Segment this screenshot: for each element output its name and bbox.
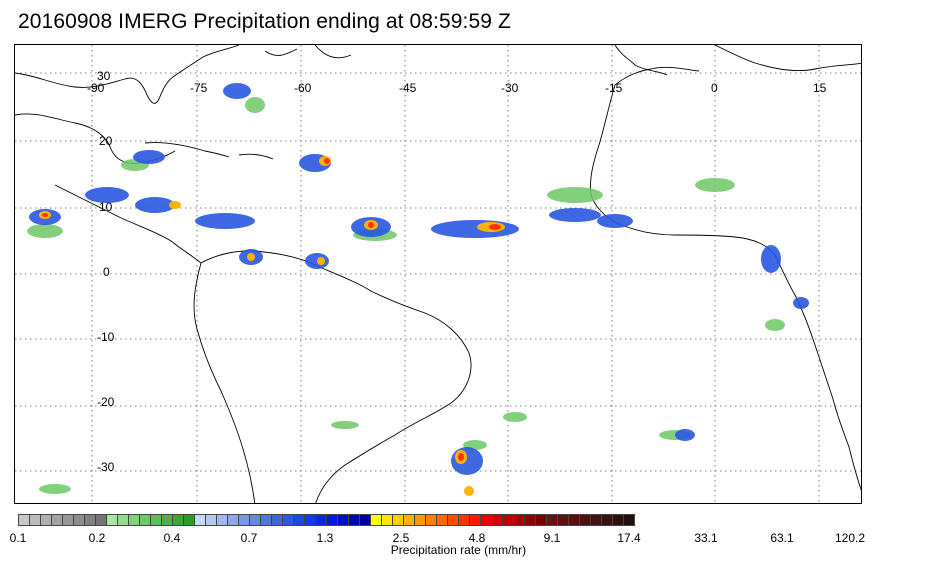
colorbar: [18, 514, 635, 526]
map-title: 20160908 IMERG Precipitation ending at 0…: [18, 10, 511, 33]
lon-label: 15: [813, 81, 827, 95]
colorbar-tick-label: 120.2: [834, 531, 866, 545]
colorbar-tick-label: 4.8: [468, 531, 486, 545]
precipitation-map: -90 -75 -60 -45 -30 -15 0 15 30 20 10 0 …: [14, 44, 862, 504]
lon-label: 0: [711, 81, 718, 95]
colorbar-tick-label: 9.1: [543, 531, 561, 545]
colorbar-tick-label: 2.5: [392, 531, 410, 545]
colorbar-swatch: [623, 514, 635, 526]
lon-label: -45: [399, 81, 417, 95]
coastlines: [15, 45, 861, 503]
lat-label: 20: [99, 134, 113, 148]
graticule: [15, 45, 861, 503]
colorbar-tick-label: 33.1: [694, 531, 718, 545]
colorbar-tick-label: 0.1: [9, 531, 27, 545]
map-canvas: [15, 45, 861, 503]
lat-label: -20: [97, 395, 115, 409]
colorbar-tick-label: 0.4: [163, 531, 181, 545]
lat-label: -10: [97, 330, 115, 344]
lat-label: 0: [103, 265, 110, 279]
lon-label: -75: [190, 81, 208, 95]
lon-label: -60: [294, 81, 312, 95]
precipitation-field: [27, 83, 809, 496]
lon-label: -15: [605, 81, 623, 95]
colorbar-title: Precipitation rate (mm/hr): [390, 543, 527, 557]
lat-label: 30: [97, 69, 111, 83]
colorbar-tick-label: 1.3: [316, 531, 334, 545]
lon-label: -90: [87, 81, 105, 95]
colorbar-tick-label: 0.2: [88, 531, 106, 545]
lat-label: 10: [99, 200, 113, 214]
colorbar-tick-label: 17.4: [617, 531, 641, 545]
colorbar-tick-label: 63.1: [770, 531, 794, 545]
colorbar-tick-label: 0.7: [240, 531, 258, 545]
lon-label: -30: [501, 81, 519, 95]
lat-label: -30: [97, 460, 115, 474]
